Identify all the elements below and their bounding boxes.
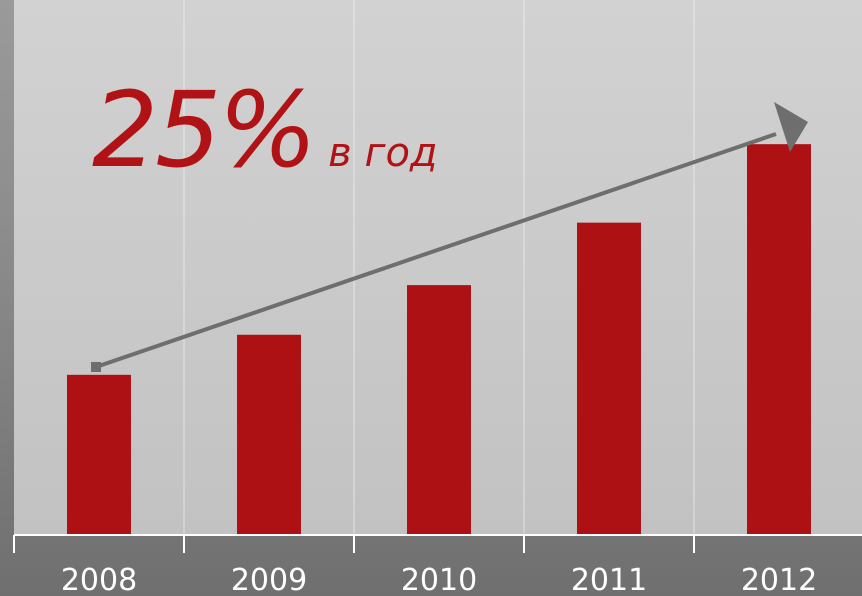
bar-2012 — [747, 144, 811, 535]
x-tick-label: 2012 — [741, 563, 817, 596]
bar-2010 — [407, 285, 471, 535]
bar-2008 — [67, 374, 131, 535]
growth-rate: 25% — [92, 69, 317, 191]
trend-line — [95, 132, 777, 369]
x-tick-label: 2010 — [401, 563, 477, 596]
x-tick-label: 2008 — [61, 563, 137, 596]
trend-arrowhead — [774, 102, 808, 152]
x-axis: 2008 2009 2010 2011 2012 — [13, 534, 862, 596]
x-tick-label: 2009 — [231, 563, 307, 596]
x-tick-label: 2011 — [571, 563, 647, 596]
growth-annotation: 25% в год — [92, 78, 438, 182]
growth-period: в год — [328, 130, 438, 176]
trend-arrow — [91, 102, 808, 372]
bar-2009 — [237, 334, 301, 535]
grid-lines — [183, 0, 695, 535]
bars — [67, 144, 811, 535]
bar-2011 — [577, 222, 641, 535]
